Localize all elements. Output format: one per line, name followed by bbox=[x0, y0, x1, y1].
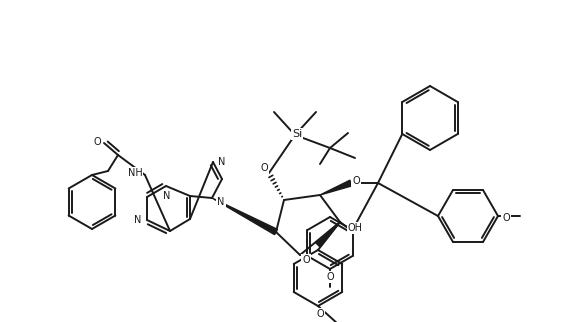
Text: OH: OH bbox=[348, 223, 362, 233]
Text: O: O bbox=[302, 255, 310, 265]
Text: Si: Si bbox=[292, 129, 302, 139]
Text: O: O bbox=[326, 272, 334, 282]
Polygon shape bbox=[320, 180, 352, 195]
Text: N: N bbox=[134, 215, 142, 225]
Text: N: N bbox=[218, 157, 226, 167]
Text: N: N bbox=[164, 191, 171, 201]
Text: NH: NH bbox=[127, 168, 143, 178]
Polygon shape bbox=[212, 198, 277, 235]
Text: O: O bbox=[502, 213, 510, 223]
Text: O: O bbox=[316, 309, 324, 319]
Text: O: O bbox=[352, 176, 360, 186]
Text: N: N bbox=[217, 197, 225, 207]
Polygon shape bbox=[316, 222, 340, 247]
Text: O: O bbox=[93, 137, 101, 147]
Text: O: O bbox=[260, 163, 268, 173]
